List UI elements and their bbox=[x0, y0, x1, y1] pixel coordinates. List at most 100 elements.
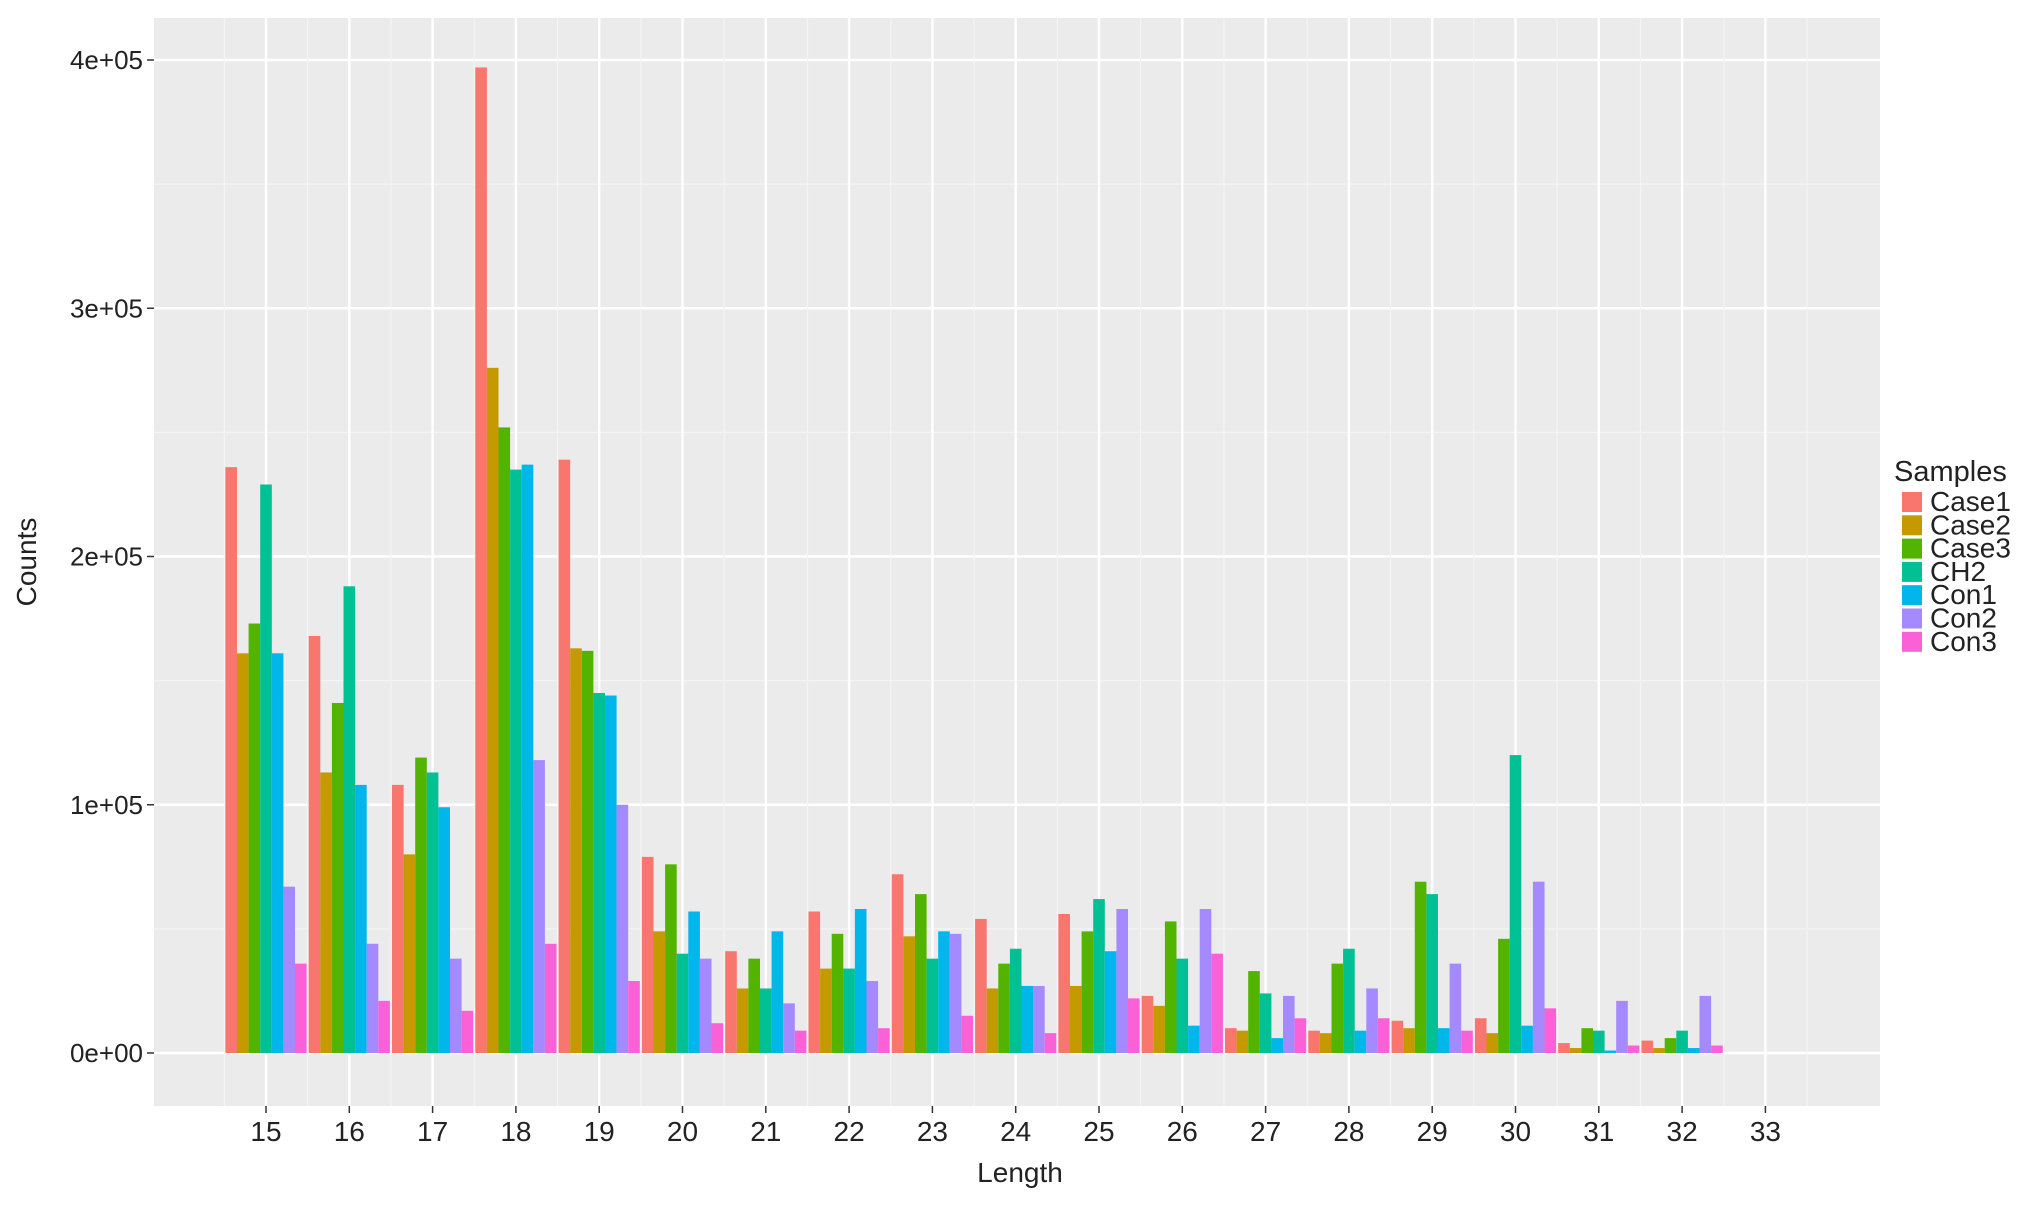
bar-ch2-18 bbox=[510, 469, 522, 1053]
legend-label-con1: Con1 bbox=[1930, 579, 1997, 610]
bar-con2-21 bbox=[783, 1003, 795, 1053]
bar-con3-23 bbox=[961, 1015, 973, 1053]
x-tick-label: 25 bbox=[1083, 1116, 1114, 1147]
bar-con2-24 bbox=[1033, 985, 1045, 1053]
bar-con1-17 bbox=[438, 807, 450, 1053]
bar-ch2-25 bbox=[1093, 899, 1105, 1053]
y-axis-title: Counts bbox=[11, 518, 42, 607]
bar-ch2-30 bbox=[1509, 755, 1522, 1053]
bar-con3-32 bbox=[1711, 1045, 1723, 1053]
legend-label-con3: Con3 bbox=[1930, 626, 1997, 657]
x-tick-label: 16 bbox=[334, 1116, 365, 1147]
bar-case3-26 bbox=[1164, 921, 1177, 1053]
bar-con1-30 bbox=[1521, 1025, 1533, 1053]
bar-case1-29 bbox=[1391, 1020, 1404, 1053]
bar-con1-29 bbox=[1438, 1028, 1450, 1053]
bar-case1-32 bbox=[1641, 1040, 1654, 1053]
bar-con3-21 bbox=[794, 1030, 807, 1053]
bar-con2-25 bbox=[1116, 909, 1128, 1053]
bar-case2-24 bbox=[986, 988, 999, 1053]
bar-con2-20 bbox=[699, 958, 712, 1053]
bar-case1-30 bbox=[1474, 1018, 1487, 1053]
bar-ch2-20 bbox=[676, 953, 689, 1053]
bar-con2-26 bbox=[1199, 909, 1212, 1053]
bar-case2-17 bbox=[403, 854, 416, 1053]
bar-con1-24 bbox=[1021, 985, 1034, 1053]
legend-label-con2: Con2 bbox=[1930, 603, 1997, 634]
x-tick-label: 15 bbox=[250, 1116, 281, 1147]
x-tick-label: 28 bbox=[1333, 1116, 1364, 1147]
bar-con1-19 bbox=[605, 695, 617, 1053]
bar-con3-18 bbox=[544, 943, 557, 1053]
x-tick-label: 20 bbox=[667, 1116, 698, 1147]
bar-con2-23 bbox=[949, 933, 962, 1053]
bar-case2-29 bbox=[1403, 1028, 1415, 1053]
bar-case2-15 bbox=[237, 653, 249, 1053]
x-tick-label: 30 bbox=[1500, 1116, 1531, 1147]
bar-con1-21 bbox=[771, 931, 784, 1053]
bars bbox=[225, 67, 1723, 1054]
bar-ch2-15 bbox=[260, 484, 272, 1053]
bar-case2-22 bbox=[820, 968, 832, 1053]
bar-con1-26 bbox=[1188, 1025, 1200, 1053]
bar-case1-27 bbox=[1225, 1028, 1237, 1053]
bar-case1-23 bbox=[891, 874, 904, 1053]
bar-con2-29 bbox=[1449, 963, 1462, 1053]
bar-case3-31 bbox=[1581, 1028, 1593, 1053]
bar-case2-28 bbox=[1319, 1033, 1332, 1053]
bar-case3-16 bbox=[331, 702, 344, 1053]
bar-con3-31 bbox=[1627, 1045, 1640, 1053]
bar-ch2-28 bbox=[1343, 948, 1355, 1053]
x-tick-label: 27 bbox=[1250, 1116, 1281, 1147]
bar-case3-15 bbox=[248, 623, 261, 1053]
bar-case3-23 bbox=[915, 894, 927, 1053]
x-tick-label: 26 bbox=[1167, 1116, 1198, 1147]
bar-case3-18 bbox=[498, 427, 511, 1053]
y-axis: 0e+00 1e+05 2e+05 3e+05 4e+05 bbox=[70, 45, 154, 1068]
bar-case2-30 bbox=[1486, 1033, 1499, 1053]
legend-key-ch2 bbox=[1902, 561, 1922, 582]
bar-con3-27 bbox=[1294, 1018, 1307, 1053]
bar-case2-16 bbox=[320, 772, 332, 1053]
bar-con3-17 bbox=[461, 1010, 474, 1053]
bar-ch2-26 bbox=[1176, 958, 1189, 1053]
bar-case2-23 bbox=[903, 936, 915, 1053]
bar-case1-21 bbox=[725, 951, 737, 1053]
bar-con1-27 bbox=[1271, 1038, 1283, 1053]
bar-case1-22 bbox=[808, 911, 821, 1053]
bar-con2-31 bbox=[1616, 1000, 1628, 1053]
bar-con2-18 bbox=[533, 760, 545, 1053]
bar-case3-27 bbox=[1248, 971, 1260, 1053]
bar-con2-30 bbox=[1532, 881, 1545, 1053]
bar-con3-15 bbox=[295, 963, 307, 1053]
y-tick-label: 3e+05 bbox=[70, 293, 143, 323]
bar-case3-17 bbox=[415, 757, 427, 1053]
bar-case3-30 bbox=[1498, 938, 1510, 1053]
bar-case3-22 bbox=[831, 933, 844, 1053]
bar-con1-15 bbox=[271, 653, 284, 1053]
bar-con3-30 bbox=[1544, 1008, 1557, 1053]
bar-con1-18 bbox=[521, 464, 534, 1053]
bar-case1-16 bbox=[308, 635, 321, 1053]
bar-ch2-23 bbox=[926, 958, 939, 1053]
y-tick-label: 4e+05 bbox=[70, 45, 143, 75]
bar-case1-24 bbox=[975, 918, 987, 1053]
x-tick-label: 33 bbox=[1750, 1116, 1781, 1147]
x-axis-title: Length bbox=[977, 1157, 1063, 1188]
bar-case2-18 bbox=[486, 367, 499, 1054]
bar-case2-25 bbox=[1070, 985, 1082, 1053]
legend-label-case2: Case2 bbox=[1930, 509, 2011, 540]
bar-con2-15 bbox=[283, 886, 295, 1053]
bar-con3-29 bbox=[1461, 1030, 1473, 1053]
bar-con1-28 bbox=[1354, 1030, 1367, 1053]
bar-ch2-17 bbox=[426, 772, 439, 1053]
bar-case3-29 bbox=[1414, 881, 1427, 1053]
legend-label-case1: Case1 bbox=[1930, 486, 2011, 517]
bar-con3-16 bbox=[378, 1000, 390, 1053]
bar-case1-28 bbox=[1308, 1030, 1320, 1053]
bar-con2-32 bbox=[1699, 995, 1712, 1053]
bar-con3-28 bbox=[1377, 1018, 1390, 1053]
bar-ch2-22 bbox=[843, 968, 855, 1053]
